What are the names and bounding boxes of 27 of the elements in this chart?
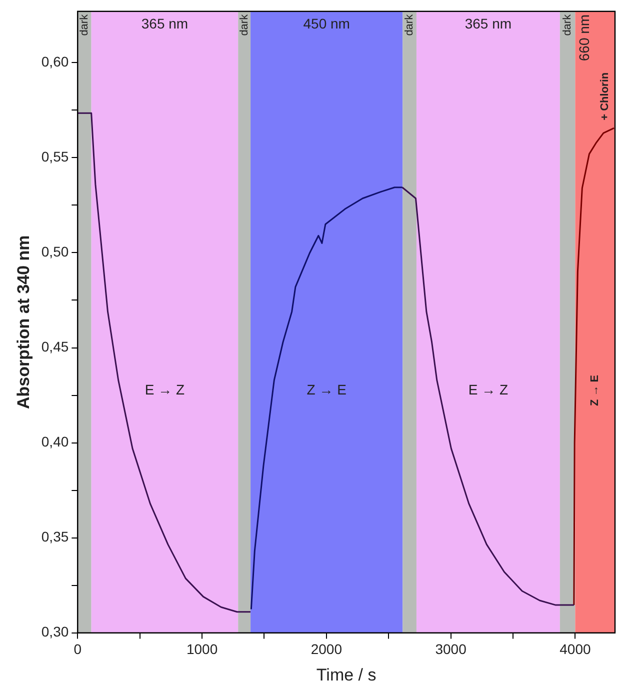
y-tick-label: 0,35 — [41, 528, 69, 545]
band-label: dark — [78, 14, 91, 36]
x-axis-title: Time / s — [316, 665, 376, 684]
y-tick-label: 0,45 — [41, 338, 69, 355]
x-tick-label: 2000 — [310, 641, 342, 658]
annotation: Z → E — [589, 374, 602, 406]
y-tick-label: 0,55 — [41, 148, 69, 165]
annotation: E → Z — [468, 381, 508, 398]
y-tick-label: 0,40 — [41, 434, 69, 450]
band-label: dark — [238, 14, 250, 36]
annotation: E → Z — [144, 381, 185, 398]
band-label: 365 nm — [464, 15, 512, 32]
y-tick-label: 0,30 — [41, 624, 69, 640]
x-tick-label: 0 — [74, 641, 82, 658]
band-label: dark — [562, 14, 574, 36]
y-tick-label: 0,50 — [41, 244, 69, 260]
y-axis-title: Absorption at 340 nm — [14, 235, 33, 410]
band-label: 660 nm — [576, 14, 592, 62]
x-tick-label: 3000 — [435, 641, 467, 658]
band-label: 450 nm — [303, 15, 350, 32]
x-tick-label: 1000 — [186, 641, 218, 658]
annotation: Z → E — [306, 381, 346, 398]
band-label: 365 nm — [141, 15, 188, 32]
annotation: + Chlorin — [599, 72, 612, 120]
y-tick-label: 0,60 — [41, 54, 69, 70]
band-label: dark — [404, 14, 416, 36]
x-tick-label: 4000 — [560, 641, 591, 658]
